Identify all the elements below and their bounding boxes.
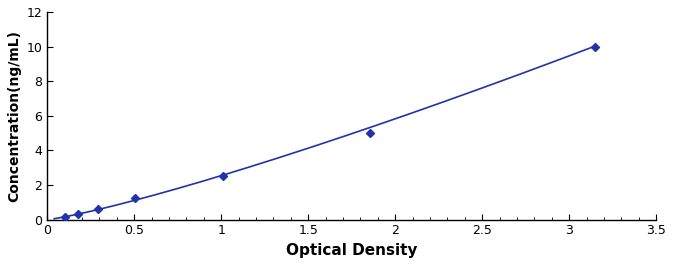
X-axis label: Optical Density: Optical Density bbox=[286, 243, 417, 258]
Y-axis label: Concentration(ng/mL): Concentration(ng/mL) bbox=[7, 30, 21, 202]
